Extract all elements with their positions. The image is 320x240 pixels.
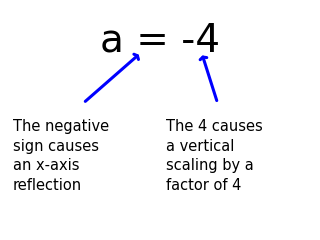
Text: The negative
sign causes
an x-axis
reflection: The negative sign causes an x-axis refle… — [13, 119, 109, 193]
Text: a = -4: a = -4 — [100, 22, 220, 60]
Text: The 4 causes
a vertical
scaling by a
factor of 4: The 4 causes a vertical scaling by a fac… — [166, 119, 263, 193]
